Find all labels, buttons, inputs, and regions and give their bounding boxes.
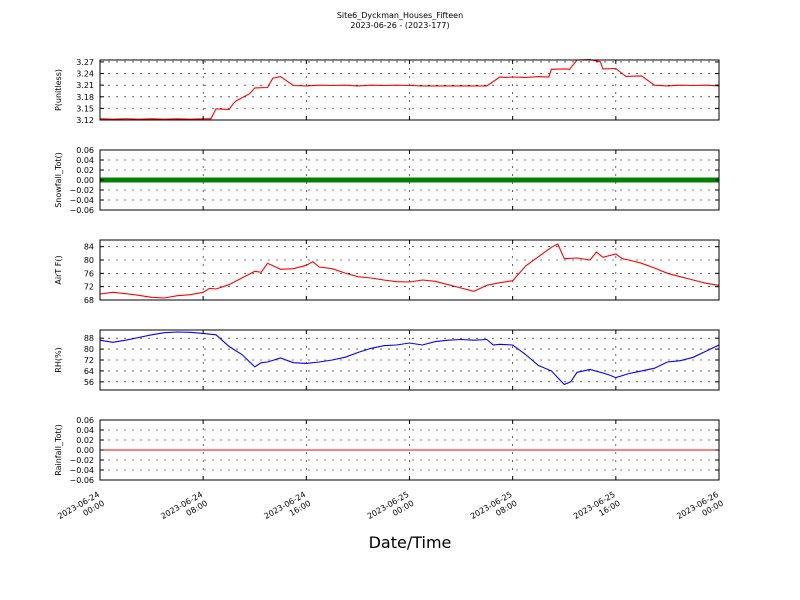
y-tick-label: 84 xyxy=(84,243,94,252)
y-axis-label-3: RH(%) xyxy=(54,347,63,372)
figure-title: Site6_Dyckman_Houses_Fifteen xyxy=(336,11,464,20)
y-tick-label: 0.02 xyxy=(76,436,94,445)
y-tick-label: 0.06 xyxy=(76,146,94,155)
series-line-3-0 xyxy=(99,331,720,386)
y-tick-label: 3.21 xyxy=(76,81,94,90)
x-tick-label: 2023-06-2508:00 xyxy=(469,490,519,530)
y-tick-label: −0.06 xyxy=(69,206,94,215)
y-axis-label-1: Snowfall_Tot() xyxy=(54,152,63,208)
y-tick-label: 3.24 xyxy=(76,70,94,79)
x-tick-label: 2023-06-2600:00 xyxy=(675,490,725,530)
x-tick-label: 2023-06-2408:00 xyxy=(159,490,209,530)
x-tick-label: 2023-06-2416:00 xyxy=(263,490,313,530)
series-line-0-0 xyxy=(99,59,720,120)
y-tick-label: −0.06 xyxy=(69,476,94,485)
y-tick-label: 3.27 xyxy=(76,58,94,67)
y-tick-label: −0.04 xyxy=(69,196,94,205)
y-tick-label: 0.04 xyxy=(76,156,94,165)
y-tick-label: 76 xyxy=(84,269,94,278)
y-tick-label: 0.00 xyxy=(76,446,94,455)
y-tick-label: 0.06 xyxy=(76,416,94,425)
y-tick-label: 0.04 xyxy=(76,426,94,435)
y-tick-label: 64 xyxy=(84,367,94,376)
y-tick-label: −0.04 xyxy=(69,466,94,475)
y-tick-label: 3.15 xyxy=(76,104,94,113)
y-tick-label: −0.02 xyxy=(69,186,94,195)
y-tick-label: −0.02 xyxy=(69,456,94,465)
y-tick-label: 3.18 xyxy=(76,93,94,102)
x-tick-label: 2023-06-2516:00 xyxy=(572,490,622,530)
y-axis-label-0: P(unitless) xyxy=(54,69,63,111)
y-tick-label: 88 xyxy=(84,334,94,343)
y-tick-label: 72 xyxy=(84,356,94,365)
series-line-2-0 xyxy=(99,243,720,299)
y-axis-label-4: Rainfall_Tot() xyxy=(54,424,63,476)
x-tick-label: 2023-06-2500:00 xyxy=(366,490,416,530)
y-axis-label-2: AirT F() xyxy=(54,255,63,284)
x-axis-label: Date/Time xyxy=(368,533,452,552)
y-tick-label: 68 xyxy=(84,296,94,305)
y-tick-label: 3.12 xyxy=(76,116,94,125)
y-tick-label: 80 xyxy=(84,345,94,354)
figure-subtitle: 2023-06-26 - (2023-177) xyxy=(350,21,450,30)
y-tick-label: 0.00 xyxy=(76,176,94,185)
y-tick-label: 80 xyxy=(84,256,94,265)
y-tick-label: 56 xyxy=(84,378,94,387)
y-tick-label: 0.02 xyxy=(76,166,94,175)
y-tick-label: 72 xyxy=(84,283,94,292)
x-tick-label: 2023-06-2400:00 xyxy=(56,490,106,530)
